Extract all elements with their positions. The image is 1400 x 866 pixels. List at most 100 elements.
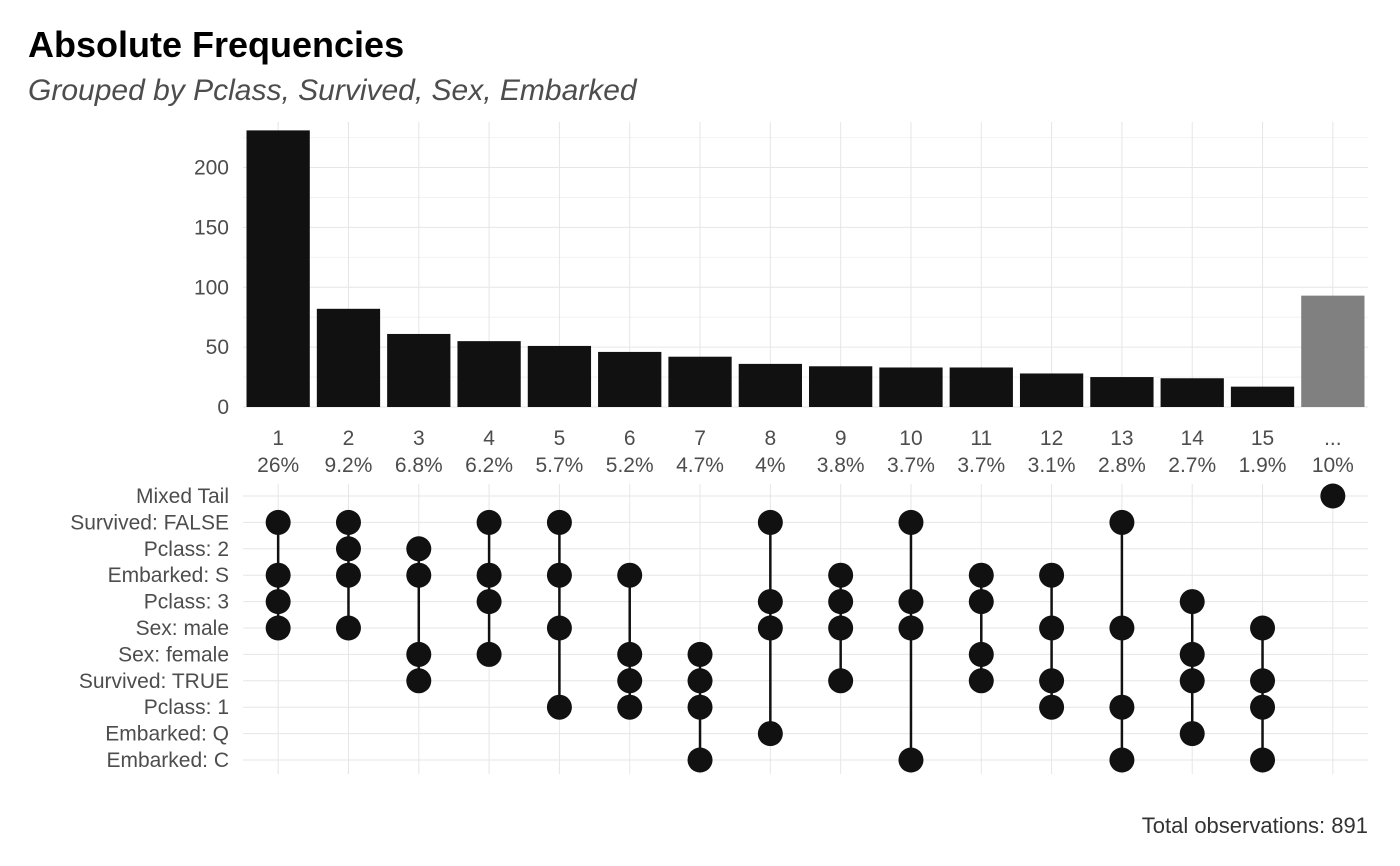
combination-dot bbox=[476, 562, 502, 588]
chart-title: Absolute Frequencies bbox=[28, 24, 404, 65]
x-percent-label: 5.2% bbox=[606, 454, 654, 477]
bar bbox=[1090, 377, 1154, 407]
bar bbox=[949, 367, 1013, 407]
combination-dot bbox=[828, 668, 854, 694]
x-percent-label: 2.8% bbox=[1098, 454, 1146, 477]
matrix-row-label: Pclass: 1 bbox=[144, 696, 229, 719]
combination-dot bbox=[757, 615, 783, 641]
combination-dot bbox=[406, 562, 432, 588]
combination-dot bbox=[1179, 668, 1205, 694]
combination-dot bbox=[406, 641, 432, 667]
matrix-row-labels: Mixed Tail Survived: FALSE Pclass: 2 Embark… bbox=[70, 485, 229, 772]
bar bbox=[316, 308, 381, 407]
x-percent-label: 3.7% bbox=[957, 454, 1005, 477]
combination-dot bbox=[1109, 747, 1135, 773]
combination-dot bbox=[546, 615, 572, 641]
x-category-label: 3 bbox=[413, 427, 425, 450]
x-category-label: 11 bbox=[970, 427, 992, 450]
bar bbox=[738, 363, 802, 407]
matrix-row-label: Survived: TRUE bbox=[79, 670, 229, 693]
combination-dot bbox=[968, 589, 994, 615]
combination-dot bbox=[617, 641, 643, 667]
combination-dot bbox=[687, 747, 713, 773]
combination-dot bbox=[687, 668, 713, 694]
bar bbox=[809, 366, 873, 407]
x-category-label: 5 bbox=[554, 427, 566, 450]
x-percent-label: 3.7% bbox=[887, 454, 935, 477]
matrix-row-label: Pclass: 2 bbox=[144, 538, 229, 561]
matrix-row-label: Survived: FALSE bbox=[70, 511, 229, 534]
combination-dot bbox=[335, 562, 361, 588]
x-percent-label: 9.2% bbox=[325, 454, 373, 477]
x-category-label: 6 bbox=[624, 427, 636, 450]
combination-dot bbox=[617, 562, 643, 588]
y-tick-label: 50 bbox=[206, 336, 229, 359]
x-percent-label: 6.8% bbox=[395, 454, 443, 477]
combination-dot bbox=[617, 694, 643, 720]
x-percent-label: 5.7% bbox=[535, 454, 583, 477]
bar bbox=[668, 356, 732, 407]
x-category-label: 7 bbox=[694, 427, 706, 450]
bar bbox=[457, 341, 521, 407]
bar bbox=[387, 333, 451, 407]
combination-dot bbox=[1179, 721, 1205, 747]
bar bbox=[598, 351, 662, 407]
y-tick-label: 150 bbox=[194, 216, 229, 239]
bar-mixed-tail bbox=[1301, 295, 1365, 407]
combination-dot bbox=[687, 641, 713, 667]
x-percent-label: 6.2% bbox=[465, 454, 513, 477]
x-percent-label: 2.7% bbox=[1168, 454, 1216, 477]
combination-dot bbox=[546, 509, 572, 535]
chart-caption: Total observations: 891 bbox=[1142, 813, 1368, 838]
x-category-label: 1 bbox=[272, 427, 284, 450]
x-category-label: 10 bbox=[899, 427, 922, 450]
combination-dot bbox=[898, 747, 924, 773]
combination-dot bbox=[1179, 589, 1205, 615]
combination-dot bbox=[406, 536, 432, 562]
matrix-row-label: Sex: female bbox=[118, 643, 229, 666]
combination-dot bbox=[828, 562, 854, 588]
matrix-row-label: Pclass: 3 bbox=[144, 591, 229, 614]
bar bbox=[879, 367, 943, 407]
y-tick-label: 100 bbox=[194, 276, 229, 299]
combination-dot bbox=[898, 615, 924, 641]
combination-dot bbox=[1039, 562, 1065, 588]
combination-dot bbox=[1250, 615, 1276, 641]
combination-dot bbox=[968, 641, 994, 667]
x-percent-label: 4% bbox=[755, 454, 785, 477]
x-axis-labels: 1 26% 2 9.2% 3 6.8% 4 6.2% 5 5.7% 6 5.2% 7 4.7% 8 4% 9 3.… bbox=[257, 427, 1354, 477]
combination-matrix bbox=[265, 483, 1346, 773]
x-percent-label: 3.8% bbox=[817, 454, 865, 477]
combination-dot bbox=[476, 509, 502, 535]
x-percent-label: 3.1% bbox=[1028, 454, 1076, 477]
combination-dot bbox=[1109, 509, 1135, 535]
combination-dot bbox=[546, 562, 572, 588]
combination-dot bbox=[335, 509, 361, 535]
x-percent-label: 4.7% bbox=[676, 454, 724, 477]
matrix-row-label: Sex: male bbox=[136, 617, 229, 640]
combination-dot bbox=[898, 589, 924, 615]
combination-dot bbox=[1039, 694, 1065, 720]
x-category-label: 12 bbox=[1040, 427, 1063, 450]
combination-dot bbox=[1039, 668, 1065, 694]
combination-dot bbox=[757, 509, 783, 535]
combination-dot bbox=[828, 615, 854, 641]
x-percent-label: 26% bbox=[257, 454, 299, 477]
combination-dot bbox=[1179, 641, 1205, 667]
chart-subtitle: Grouped by Pclass, Survived, Sex, Embark… bbox=[28, 74, 638, 107]
matrix-row-label: Mixed Tail bbox=[136, 485, 229, 508]
bar bbox=[527, 345, 592, 407]
combination-dot bbox=[828, 589, 854, 615]
matrix-row-label: Embarked: Q bbox=[105, 723, 229, 746]
combination-dot bbox=[757, 589, 783, 615]
x-category-label: 9 bbox=[835, 427, 847, 450]
y-axis-ticks: 0 50 100 150 200 bbox=[194, 157, 229, 419]
combination-dot bbox=[265, 562, 291, 588]
x-category-label: ... bbox=[1324, 427, 1342, 450]
x-category-label: 13 bbox=[1110, 427, 1133, 450]
combination-dot bbox=[476, 589, 502, 615]
x-category-label: 15 bbox=[1251, 427, 1274, 450]
bar bbox=[1160, 378, 1224, 407]
bar bbox=[1019, 373, 1084, 407]
